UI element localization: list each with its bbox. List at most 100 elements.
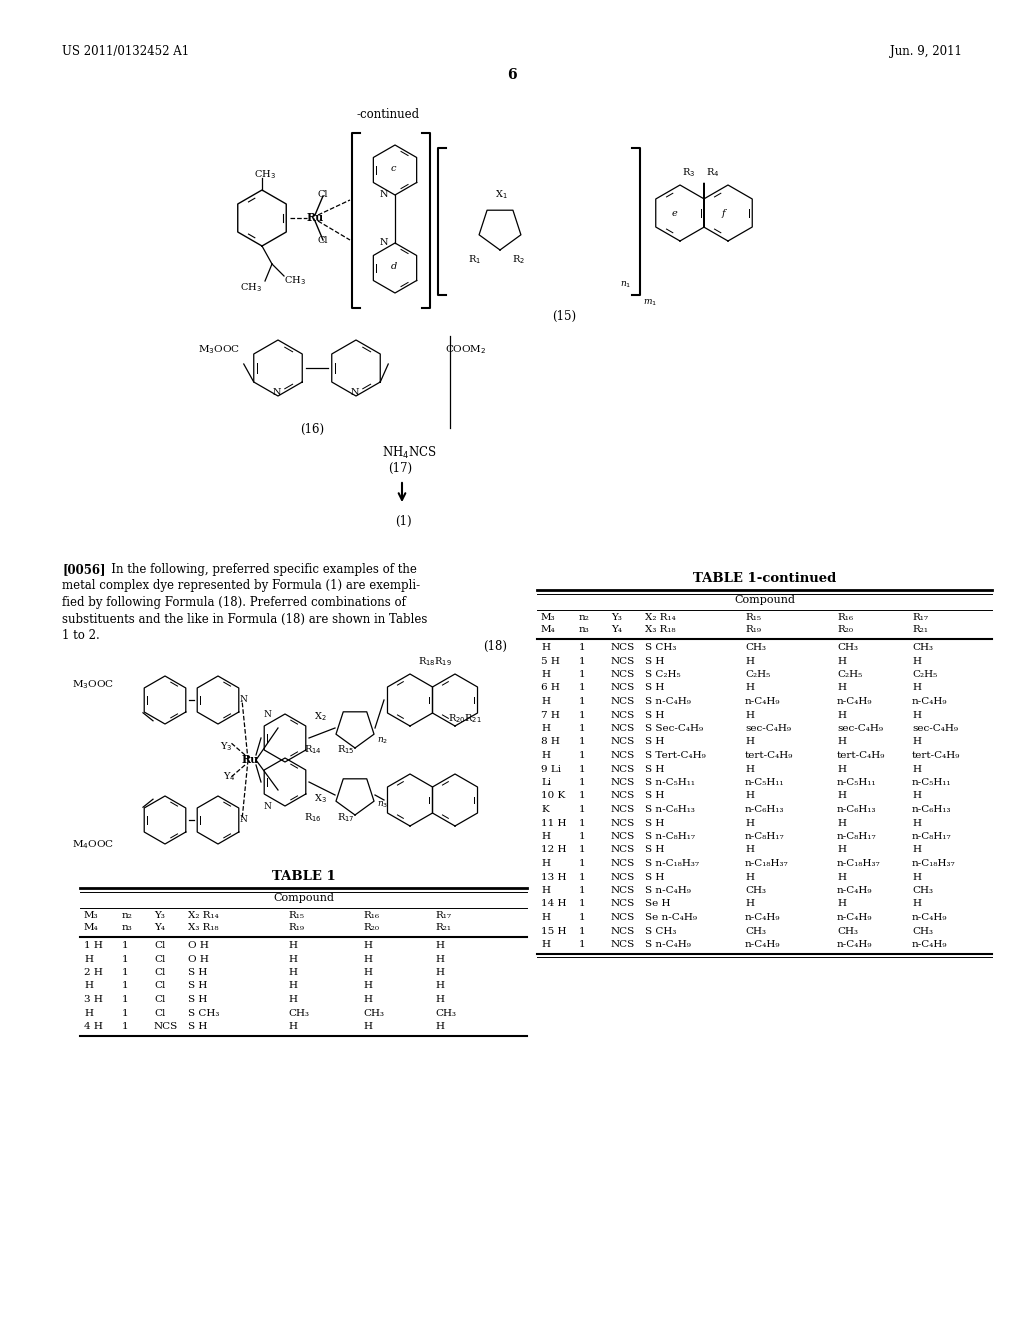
Text: 1: 1: [579, 643, 586, 652]
Text: n-C₁₈H₃₇: n-C₁₈H₃₇: [837, 859, 881, 869]
Text: S Tert-C₄H₉: S Tert-C₄H₉: [645, 751, 706, 760]
Text: Jun. 9, 2011: Jun. 9, 2011: [890, 45, 962, 58]
Text: n-C₅H₁₁: n-C₅H₁₁: [745, 777, 784, 787]
Text: N: N: [240, 696, 248, 704]
Text: COOM$_2$: COOM$_2$: [445, 343, 486, 356]
Text: S Sec-C₄H₉: S Sec-C₄H₉: [645, 723, 703, 733]
Text: H: H: [745, 792, 754, 800]
Text: NCS: NCS: [611, 940, 635, 949]
Text: H: H: [362, 1022, 372, 1031]
Text: CH₃: CH₃: [745, 643, 766, 652]
Text: n₃: n₃: [122, 923, 133, 932]
Text: tert-C₄H₉: tert-C₄H₉: [745, 751, 794, 760]
Text: n$_2$: n$_2$: [377, 737, 388, 747]
Text: n-C₁₈H₃₇: n-C₁₈H₃₇: [912, 859, 955, 869]
Text: CH$_3$: CH$_3$: [284, 275, 306, 286]
Text: X₃ R₁₈: X₃ R₁₈: [188, 923, 219, 932]
Text: H: H: [912, 818, 921, 828]
Text: H: H: [837, 899, 846, 908]
Text: Cl: Cl: [154, 1008, 165, 1018]
Text: n-C₄H₉: n-C₄H₉: [745, 913, 780, 921]
Text: -continued: -continued: [356, 108, 420, 121]
Text: S H: S H: [645, 846, 665, 854]
Text: n₂: n₂: [579, 612, 590, 622]
Text: R$_3$: R$_3$: [682, 166, 695, 178]
Text: 1 H: 1 H: [84, 941, 102, 950]
Text: H: H: [912, 846, 921, 854]
Text: n-C₅H₁₁: n-C₅H₁₁: [912, 777, 951, 787]
Text: H: H: [541, 751, 550, 760]
Text: Cl: Cl: [154, 982, 165, 990]
Text: H: H: [745, 710, 754, 719]
Text: M₄: M₄: [84, 923, 98, 932]
Text: NCS: NCS: [611, 723, 635, 733]
Text: 13 H: 13 H: [541, 873, 566, 882]
Text: 1: 1: [579, 710, 586, 719]
Text: H: H: [541, 940, 550, 949]
Text: H: H: [912, 899, 921, 908]
Text: e: e: [672, 209, 678, 218]
Text: NCS: NCS: [611, 818, 635, 828]
Text: H: H: [362, 941, 372, 950]
Text: CH₃: CH₃: [745, 886, 766, 895]
Text: H: H: [837, 846, 846, 854]
Text: 1: 1: [122, 1022, 129, 1031]
Text: sec-C₄H₉: sec-C₄H₉: [837, 723, 883, 733]
Text: 10 K: 10 K: [541, 792, 565, 800]
Text: 1: 1: [579, 805, 586, 814]
Text: NCS: NCS: [611, 859, 635, 869]
Text: 4 H: 4 H: [84, 1022, 102, 1031]
Text: S n-C₈H₁₇: S n-C₈H₁₇: [645, 832, 695, 841]
Text: NCS: NCS: [611, 886, 635, 895]
Text: n-C₈H₁₇: n-C₈H₁₇: [837, 832, 877, 841]
Text: NCS: NCS: [611, 764, 635, 774]
Text: S CH₃: S CH₃: [645, 927, 677, 936]
Text: H: H: [435, 1022, 444, 1031]
Text: 14 H: 14 H: [541, 899, 566, 908]
Text: S H: S H: [645, 684, 665, 693]
Text: Y$_4$: Y$_4$: [223, 770, 236, 783]
Text: M$_3$OOC: M$_3$OOC: [72, 678, 114, 690]
Text: H: H: [362, 968, 372, 977]
Text: (15): (15): [552, 310, 577, 323]
Text: C₂H₅: C₂H₅: [837, 671, 862, 678]
Text: X₂ R₁₄: X₂ R₁₄: [645, 612, 676, 622]
Text: H: H: [912, 656, 921, 665]
Text: Compound: Compound: [734, 595, 795, 605]
Text: n-C₄H₉: n-C₄H₉: [912, 697, 947, 706]
Text: S H: S H: [188, 995, 208, 1005]
Text: 1: 1: [579, 723, 586, 733]
Text: n$_3$: n$_3$: [377, 800, 388, 810]
Text: R$_4$: R$_4$: [706, 166, 720, 178]
Text: n-C₄H₉: n-C₄H₉: [912, 940, 947, 949]
Text: H: H: [288, 954, 297, 964]
Text: 1: 1: [579, 873, 586, 882]
Text: H: H: [912, 710, 921, 719]
Text: NCS: NCS: [611, 913, 635, 921]
Text: R$_{16}$: R$_{16}$: [304, 810, 322, 824]
Text: 2 H: 2 H: [84, 968, 102, 977]
Text: H: H: [541, 697, 550, 706]
Text: 1: 1: [122, 968, 129, 977]
Text: 7 H: 7 H: [541, 710, 560, 719]
Text: H: H: [288, 941, 297, 950]
Text: R₂₁: R₂₁: [435, 923, 451, 932]
Text: CH₃: CH₃: [912, 886, 933, 895]
Text: R$_{14}$: R$_{14}$: [304, 743, 322, 756]
Text: (16): (16): [300, 422, 325, 436]
Text: CH₃: CH₃: [837, 927, 858, 936]
Text: c: c: [391, 164, 396, 173]
Text: M₄: M₄: [541, 624, 556, 634]
Text: TABLE 1-continued: TABLE 1-continued: [693, 572, 837, 585]
Text: H: H: [541, 832, 550, 841]
Text: H: H: [837, 738, 846, 747]
Text: S H: S H: [645, 792, 665, 800]
Text: n-C₄H₉: n-C₄H₉: [912, 913, 947, 921]
Text: NCS: NCS: [611, 777, 635, 787]
Text: NCS: NCS: [611, 656, 635, 665]
Text: H: H: [362, 954, 372, 964]
Text: R$_{15}$: R$_{15}$: [337, 743, 354, 756]
Text: H: H: [288, 1022, 297, 1031]
Text: 1: 1: [579, 671, 586, 678]
Text: 1: 1: [579, 792, 586, 800]
